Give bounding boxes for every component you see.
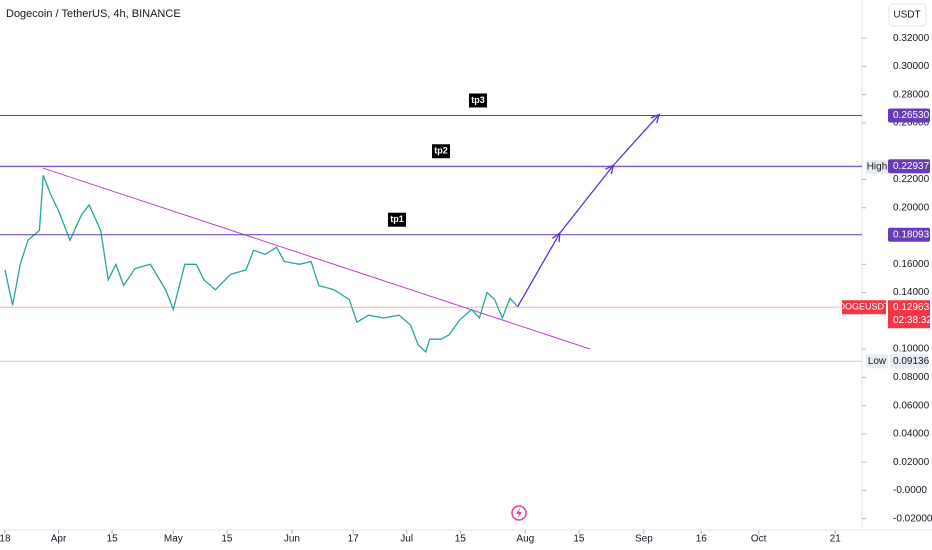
x-tick-label: 18: [0, 534, 11, 545]
target-tag-box: [388, 212, 406, 227]
target-tag-box: [432, 144, 450, 159]
last-price-name: DOGEUSDT: [838, 302, 890, 312]
price-line: [4, 175, 519, 354]
y-tick-label: 0.22000: [893, 174, 930, 185]
last-price-value: 0.12963: [893, 302, 930, 313]
x-tick-label: Aug: [516, 534, 534, 545]
currency-label[interactable]: USDT: [893, 10, 920, 21]
x-tick-label: May: [164, 534, 183, 545]
target-value-box: [888, 227, 930, 242]
last-price-name-box: [842, 300, 886, 315]
trendline: [43, 167, 591, 350]
x-tick-label: 15: [107, 534, 119, 545]
y-tick-label: 0.32000: [893, 33, 930, 44]
range-name-box: [866, 159, 888, 174]
x-tick-label: Oct: [751, 534, 767, 545]
range-name: High: [867, 162, 888, 173]
y-tick-label: 0.04000: [893, 429, 930, 440]
x-tick-label: Jun: [284, 534, 300, 545]
y-tick-label: -0.0000: [893, 485, 927, 496]
target-value: 0.22937: [893, 161, 930, 172]
y-tick-label: 0.26000: [893, 118, 930, 129]
range-name-box: [866, 354, 888, 369]
range-value: 0.09136: [893, 356, 930, 367]
arrow-head: [551, 231, 561, 243]
range-value-box: [890, 354, 928, 369]
target-tag: tp3: [471, 95, 485, 105]
y-tick-label: 0.30000: [893, 61, 930, 72]
target-value-box: [888, 108, 930, 123]
y-tick-label: 0.28000: [893, 89, 930, 100]
chart-title: Dogecoin / TetherUS, 4h, BINANCE: [6, 8, 181, 20]
last-price-countdown: 02:38:32: [893, 315, 932, 326]
y-tick-label: 0.20000: [893, 202, 930, 213]
y-tick-label: 0.06000: [893, 400, 930, 411]
arrow-head: [604, 164, 615, 175]
x-tick-label: 16: [696, 534, 708, 545]
projection-path: [517, 114, 660, 308]
range-name: Low: [868, 356, 887, 367]
x-tick-label: 15: [455, 534, 467, 545]
target-tag-box: [469, 93, 487, 108]
y-tick-label: 0.10000: [893, 344, 930, 355]
x-tick-label: 15: [221, 534, 233, 545]
target-value-box: [888, 159, 930, 174]
x-tick-label: Jul: [400, 534, 413, 545]
y-tick-label: 0.02000: [893, 457, 930, 468]
logo-icon: [511, 505, 527, 521]
currency-button[interactable]: [888, 3, 927, 27]
last-price-box: [888, 300, 930, 329]
y-tick-label: -0.02000: [893, 513, 932, 524]
target-tag: tp2: [434, 146, 448, 156]
arrow-head: [650, 113, 661, 124]
y-tick-label: 0.14000: [893, 287, 930, 298]
target-value: 0.18093: [893, 229, 930, 240]
target-value: 0.26530: [893, 110, 930, 121]
target-tag: tp1: [390, 214, 404, 224]
x-tick-label: 15: [573, 534, 585, 545]
x-tick-label: 21: [830, 534, 842, 545]
y-tick-label: 0.16000: [893, 259, 930, 270]
x-tick-label: Apr: [51, 534, 67, 545]
y-tick-label: 0.08000: [893, 372, 930, 383]
x-tick-label: 17: [348, 534, 360, 545]
x-tick-label: Sep: [635, 534, 653, 545]
